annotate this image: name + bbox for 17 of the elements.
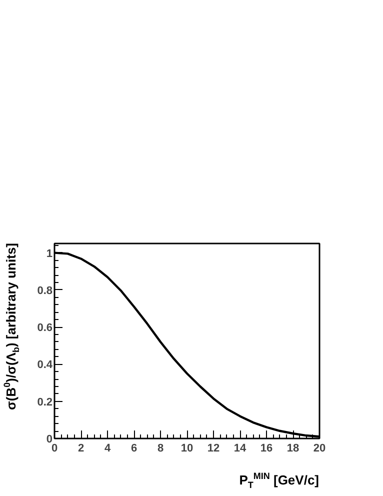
x-tick-label: 8 — [157, 442, 164, 454]
y-tick-label: 0 — [46, 434, 53, 446]
x-tick-label: 6 — [130, 442, 138, 454]
y-tick-label: 0.6 — [37, 322, 53, 334]
x-tick-label: 20 — [313, 442, 326, 454]
x-tick-label: 14 — [234, 442, 247, 454]
y-tick-label: 0.8 — [37, 284, 53, 297]
y-tick-label: 1 — [46, 248, 53, 260]
x-tick-label: 16 — [260, 442, 273, 454]
x-axis-title: P$_{T}$$^{MIN}$ [GeV/c] — [238, 470, 319, 492]
x-tick-label: 4 — [104, 442, 112, 454]
x-tick-label: 18 — [286, 442, 300, 454]
x-tick-label: 10 — [180, 442, 194, 454]
y-tick-label: 0.2 — [37, 396, 53, 408]
y-tick-label: 0.4 — [37, 359, 54, 372]
x-tick-label: 2 — [78, 442, 84, 454]
x-tick-label: 12 — [207, 442, 220, 454]
